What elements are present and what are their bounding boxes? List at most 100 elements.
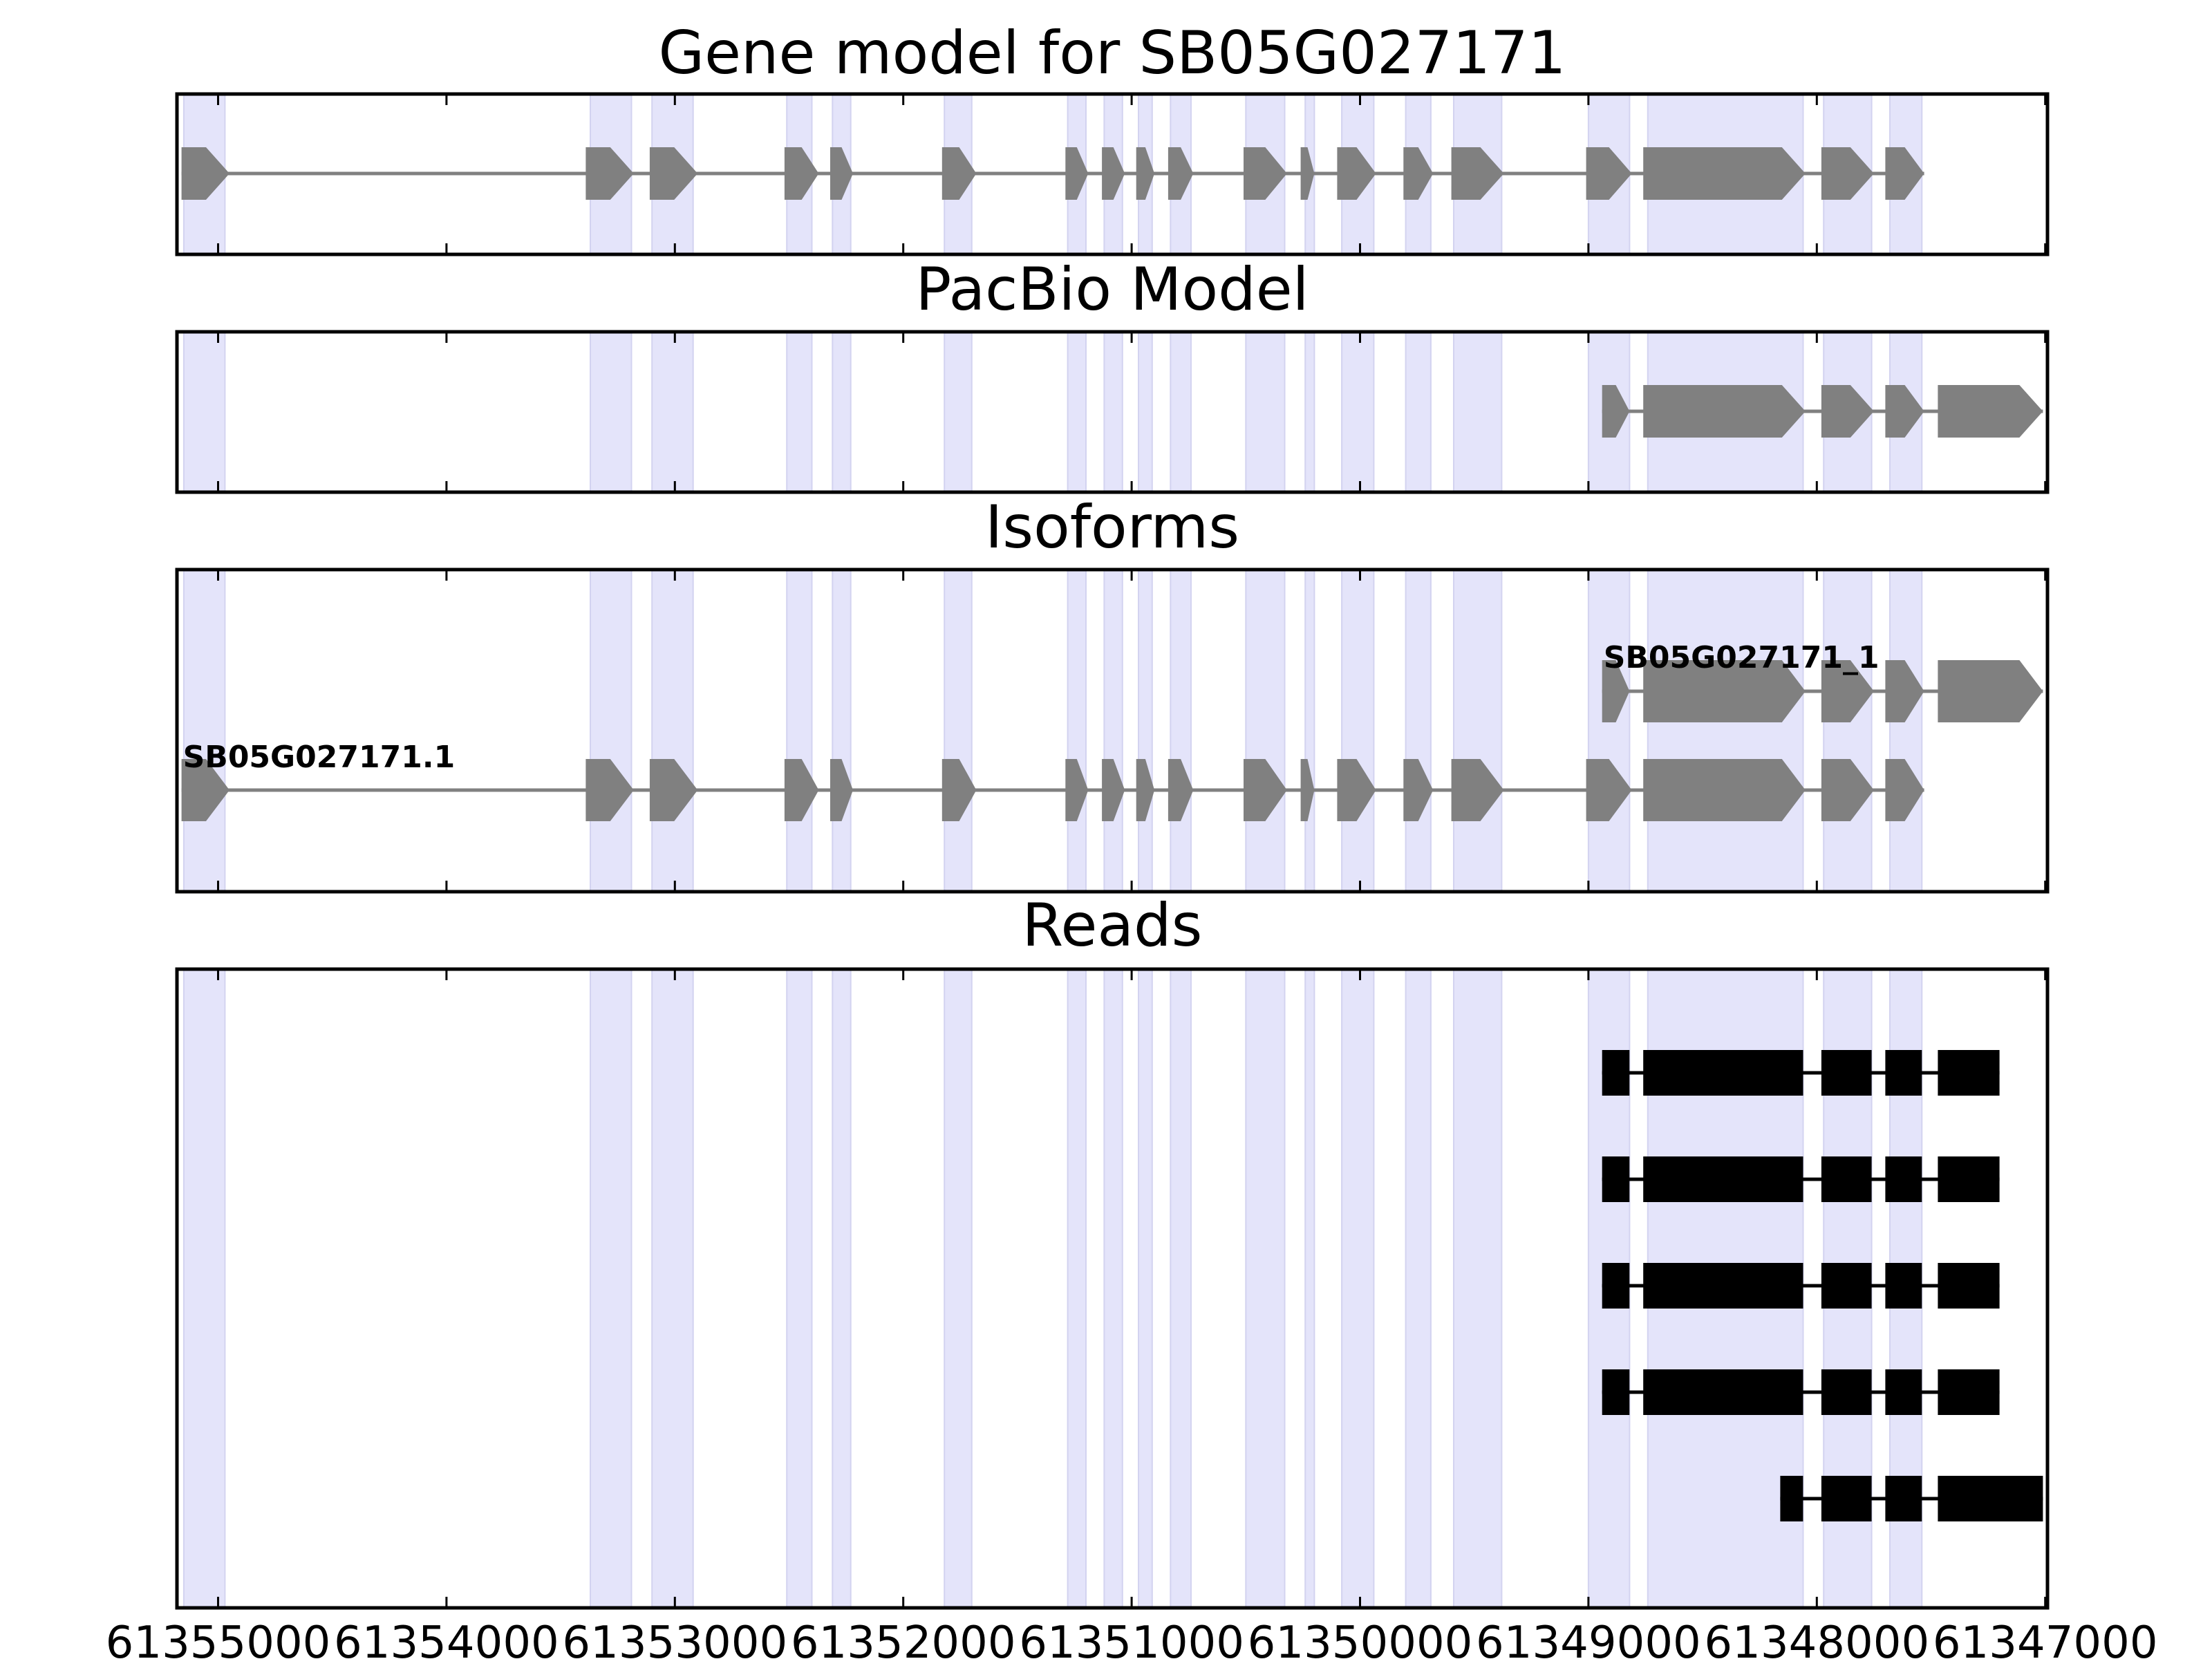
- pacbio-model-exon-4: [1885, 385, 1924, 438]
- read-2-exon-4: [1885, 1156, 1922, 1202]
- read-1-exon-5: [1938, 1050, 2000, 1096]
- read-5-exon-2: [1821, 1476, 1872, 1521]
- highlight-region-4: [786, 569, 813, 892]
- isoform-2-exon-12: [1300, 759, 1315, 821]
- highlight-region-10: [1170, 968, 1192, 1609]
- highlight-region-13: [1341, 331, 1375, 493]
- highlight-region-2: [590, 331, 632, 493]
- highlight-region-5: [832, 569, 852, 892]
- isoform-2-exon-1: [181, 759, 229, 821]
- x-tick-label-8: 61348000: [1704, 1618, 1929, 1659]
- highlight-region-3: [651, 968, 694, 1609]
- highlight-region-11: [1245, 569, 1286, 892]
- highlight-region-5: [832, 968, 852, 1609]
- highlight-region-6: [944, 331, 973, 493]
- isoform-2-exon-19: [1885, 759, 1924, 821]
- gene-model-exon-7: [1065, 147, 1089, 200]
- highlight-region-4: [786, 331, 813, 493]
- pacbio-model-exon-3: [1821, 385, 1874, 438]
- highlight-region-2: [590, 569, 632, 892]
- panel-frame-4: [175, 967, 2050, 1610]
- gene-model-exon-9: [1136, 147, 1155, 200]
- gene-model-exon-8: [1102, 147, 1125, 200]
- gene-model-exon-3: [649, 147, 698, 200]
- isoform-2-exon-8: [1102, 759, 1125, 821]
- highlight-region-8: [1103, 569, 1123, 892]
- panel-title-gene-model: Gene model for SB05G027171: [659, 19, 1566, 88]
- isoform-2-exon-2: [585, 759, 634, 821]
- read-2-exon-1: [1602, 1156, 1630, 1202]
- highlight-region-6: [944, 968, 973, 1609]
- highlight-region-16: [1587, 569, 1631, 892]
- highlight-region-12: [1304, 968, 1315, 1609]
- gene-model-exon-4: [784, 147, 819, 200]
- isoform-1-exon-1: [1602, 660, 1630, 722]
- gene-model-exon-18: [1821, 147, 1874, 200]
- gene-model-exon-13: [1337, 147, 1376, 200]
- highlight-region-7: [1067, 331, 1087, 493]
- x-tick-label-1: 61355000: [106, 1618, 331, 1659]
- read-1-exon-3: [1821, 1050, 1872, 1096]
- panel-title-reads: Reads: [1022, 891, 1203, 960]
- gene-model-exon-6: [941, 147, 977, 200]
- read-5-exon-1: [1780, 1476, 1803, 1521]
- isoform-1-exon-4: [1885, 660, 1924, 722]
- isoform-2-exon-10: [1168, 759, 1194, 821]
- read-3-exon-4: [1885, 1263, 1922, 1309]
- gene-model-exon-11: [1244, 147, 1287, 200]
- highlight-region-13: [1341, 569, 1375, 892]
- highlight-region-15: [1453, 968, 1503, 1609]
- pacbio-model-exon-2: [1643, 385, 1806, 438]
- x-tick-label-6: 61350000: [1248, 1618, 1473, 1659]
- x-tick-label-7: 61349000: [1476, 1618, 1701, 1659]
- read-4-exon-3: [1821, 1369, 1872, 1415]
- highlight-region-1: [182, 569, 226, 892]
- x-tick-label-5: 61351000: [1019, 1618, 1244, 1659]
- highlight-region-14: [1405, 569, 1432, 892]
- gene-model-exon-14: [1403, 147, 1434, 200]
- read-2-exon-5: [1938, 1156, 2000, 1202]
- highlight-region-19: [1889, 569, 1923, 892]
- read-4-exon-4: [1885, 1369, 1922, 1415]
- read-5-exon-4: [1938, 1476, 2043, 1521]
- highlight-region-5: [832, 331, 852, 493]
- highlight-region-10: [1170, 331, 1192, 493]
- x-tick-label-4: 61352000: [791, 1618, 1016, 1659]
- highlight-region-9: [1138, 331, 1153, 493]
- read-5-exon-3: [1885, 1476, 1922, 1521]
- read-3-exon-2: [1643, 1263, 1803, 1309]
- highlight-region-17: [1647, 569, 1804, 892]
- panel-frame-2: [175, 330, 2050, 494]
- highlight-region-15: [1453, 331, 1503, 493]
- read-2-exon-2: [1643, 1156, 1803, 1202]
- isoform-2-exon-18: [1821, 759, 1874, 821]
- highlight-region-3: [651, 331, 694, 493]
- highlight-region-2: [590, 968, 632, 1609]
- isoform-1-exon-2: [1643, 660, 1806, 722]
- highlight-region-4: [786, 968, 813, 1609]
- panel-title-pacbio-model: PacBio Model: [915, 255, 1309, 324]
- isoform-2-exon-15: [1451, 759, 1504, 821]
- isoform-2-exon-6: [941, 759, 977, 821]
- highlight-region-7: [1067, 968, 1087, 1609]
- highlight-region-6: [944, 569, 973, 892]
- highlight-region-14: [1405, 968, 1432, 1609]
- x-tick-label-9: 61347000: [1933, 1618, 2158, 1659]
- isoform-2-exon-11: [1244, 759, 1287, 821]
- highlight-region-13: [1341, 968, 1375, 1609]
- highlight-region-15: [1453, 569, 1503, 892]
- isoform-2-exon-9: [1136, 759, 1155, 821]
- read-4-exon-5: [1938, 1369, 2000, 1415]
- highlight-region-9: [1138, 968, 1153, 1609]
- highlight-region-8: [1103, 331, 1123, 493]
- read-3-exon-1: [1602, 1263, 1630, 1309]
- isoform-2-exon-14: [1403, 759, 1434, 821]
- pacbio-model-exon-5: [1938, 385, 2043, 438]
- isoform-2-exon-17: [1643, 759, 1806, 821]
- read-1-exon-4: [1885, 1050, 1922, 1096]
- highlight-region-11: [1245, 331, 1286, 493]
- isoform-label-2: SB05G027171.1: [183, 740, 456, 775]
- gene-model-exon-15: [1451, 147, 1504, 200]
- read-1-exon-1: [1602, 1050, 1630, 1096]
